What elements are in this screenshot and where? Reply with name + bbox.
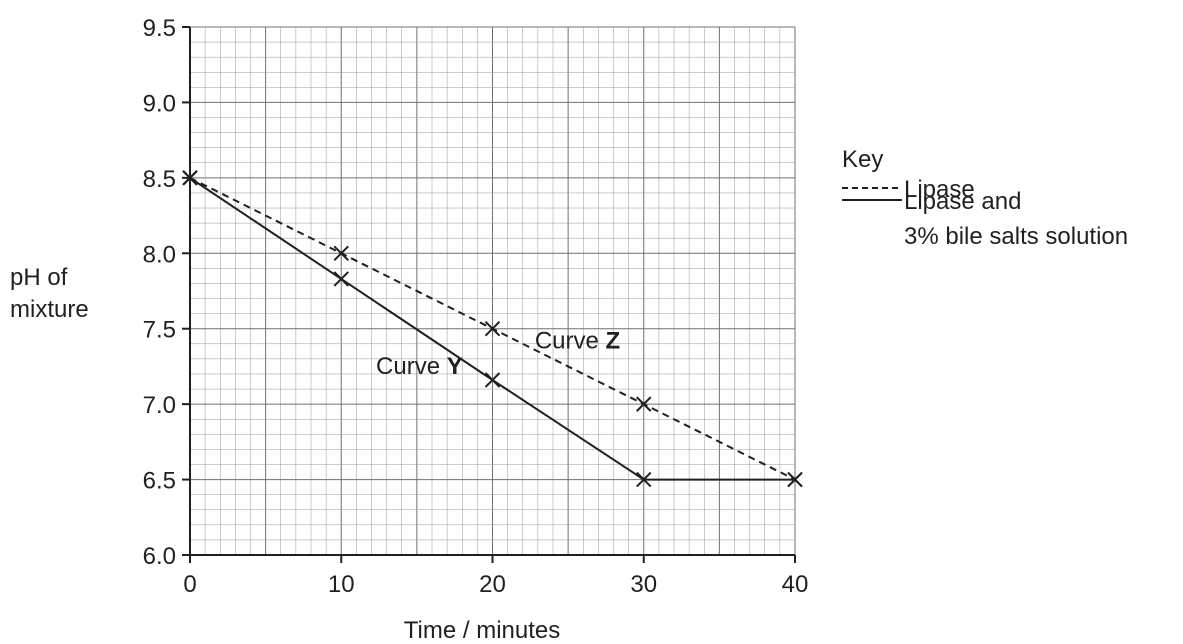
data-point-cross-z — [182, 170, 198, 186]
curve-label-y: Curve Y — [376, 353, 463, 380]
y-tick-label: 6.0 — [143, 543, 176, 570]
legend-title: Key — [842, 146, 883, 173]
legend-entry-lipase-bile-line-1: Lipase and — [904, 188, 1021, 215]
data-point-cross-y — [636, 471, 652, 488]
data-point-cross-z — [333, 245, 349, 261]
legend-entry-lipase: Lipase — [904, 176, 975, 203]
data-point-cross-z — [484, 321, 501, 337]
legend-entry-lipase-bile-line-2: 3% bile salts solution — [904, 223, 1128, 250]
tick-labels: 0 10 20 30 40 6.0 6.5 7.0 7.5 8.0 8.5 9.0 9.5 — [143, 15, 809, 598]
x-tick-label: 40 — [782, 571, 809, 598]
curve-label-prefix: Curve — [535, 327, 606, 354]
data-point-markers — [182, 170, 803, 488]
y-tick-label: 6.5 — [143, 468, 176, 495]
grid — [189, 26, 796, 556]
data-point-cross-y — [333, 271, 349, 287]
y-tick-label: 9.0 — [143, 90, 176, 117]
y-axis-label-line-1: pH of — [10, 264, 68, 291]
y-tick-label: 8.5 — [143, 166, 176, 193]
y-axis-label-line-2: mixture — [10, 296, 89, 323]
curve-label-letter: Y — [447, 353, 463, 380]
y-tick-label: 9.5 — [143, 15, 176, 42]
curve-label-z: Curve Z — [535, 327, 620, 354]
legend: Key Lipase Lipase and 3% bile salts solu… — [842, 146, 1128, 250]
y-tick-label: 7.5 — [143, 317, 176, 344]
data-point-cross-z — [787, 471, 803, 488]
curve-label-letter: Z — [606, 327, 621, 354]
data-point-cross-z — [636, 396, 652, 412]
x-tick-label: 30 — [630, 571, 657, 598]
x-tick-label: 10 — [328, 571, 355, 598]
x-tick-label: 0 — [183, 571, 196, 598]
curve-label-prefix: Curve — [376, 353, 447, 380]
y-tick-label: 7.0 — [143, 392, 176, 419]
y-tick-label: 8.0 — [143, 241, 176, 268]
data-point-cross-y — [484, 372, 501, 388]
x-axis-label: Time / minutes — [404, 617, 560, 644]
x-tick-label: 20 — [479, 571, 506, 598]
